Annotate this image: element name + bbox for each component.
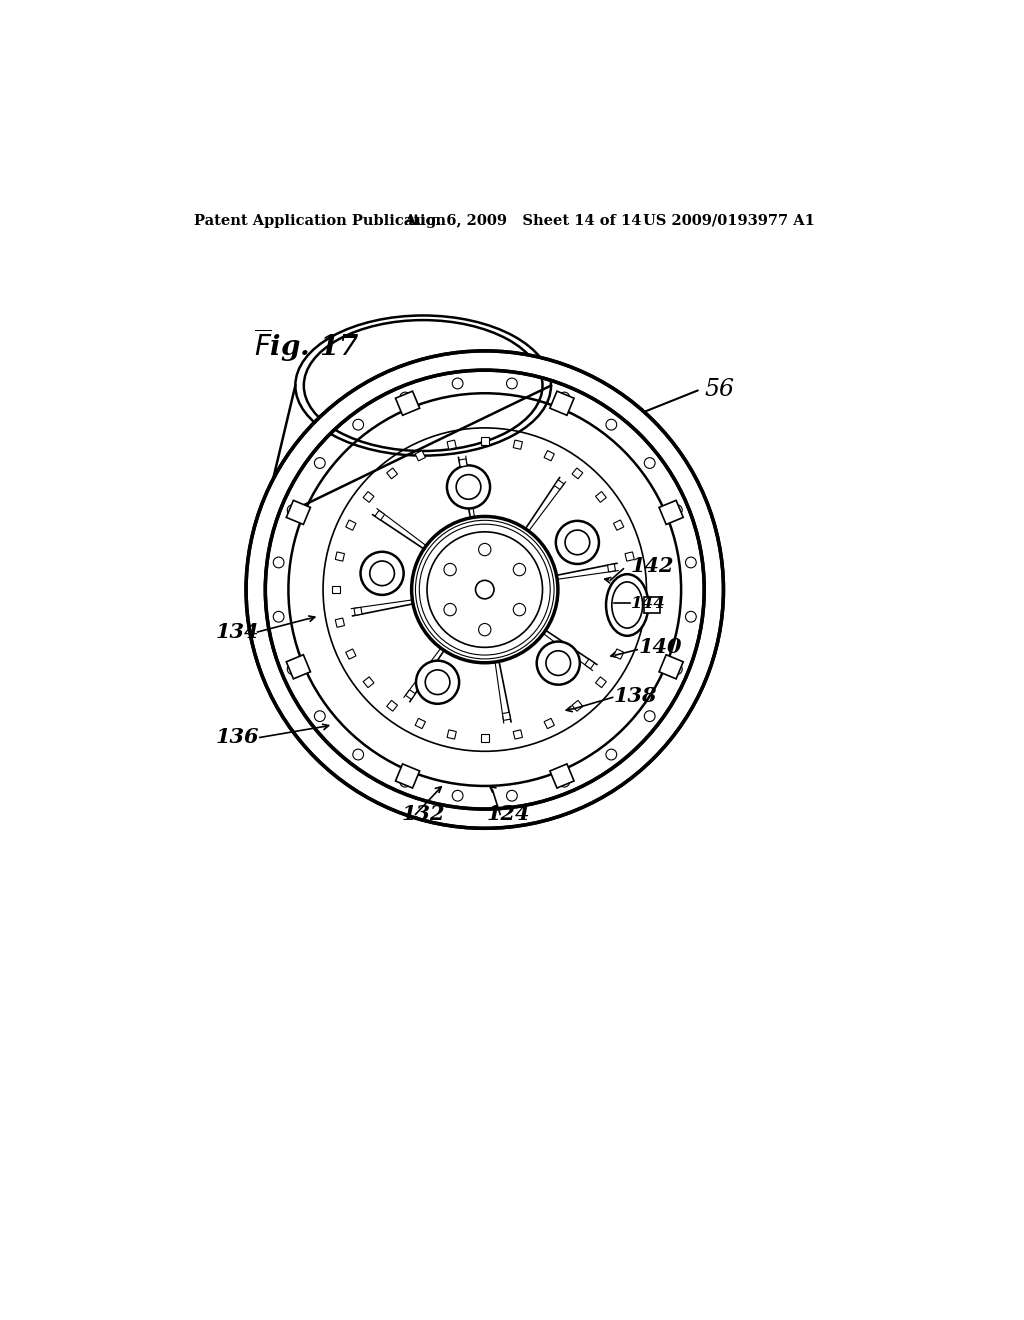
FancyBboxPatch shape xyxy=(503,713,510,721)
Circle shape xyxy=(672,504,682,515)
FancyBboxPatch shape xyxy=(544,450,554,461)
FancyBboxPatch shape xyxy=(415,718,425,729)
Circle shape xyxy=(353,420,364,430)
FancyBboxPatch shape xyxy=(625,552,634,561)
Circle shape xyxy=(314,458,326,469)
FancyBboxPatch shape xyxy=(395,764,420,788)
Circle shape xyxy=(507,378,517,389)
FancyBboxPatch shape xyxy=(387,469,397,479)
Circle shape xyxy=(288,664,298,675)
FancyBboxPatch shape xyxy=(287,655,310,678)
Circle shape xyxy=(273,557,284,568)
Text: 144: 144 xyxy=(631,595,666,612)
Circle shape xyxy=(685,611,696,622)
Circle shape xyxy=(507,791,517,801)
Circle shape xyxy=(513,603,525,616)
Text: Aug. 6, 2009   Sheet 14 of 14: Aug. 6, 2009 Sheet 14 of 14 xyxy=(403,214,641,228)
FancyBboxPatch shape xyxy=(550,764,574,788)
FancyBboxPatch shape xyxy=(335,618,344,627)
FancyBboxPatch shape xyxy=(346,520,356,531)
FancyBboxPatch shape xyxy=(335,552,344,561)
Circle shape xyxy=(478,544,490,556)
FancyBboxPatch shape xyxy=(447,730,457,739)
FancyBboxPatch shape xyxy=(459,459,467,467)
Text: US 2009/0193977 A1: US 2009/0193977 A1 xyxy=(643,214,814,228)
Text: 140: 140 xyxy=(639,638,682,657)
Circle shape xyxy=(288,504,298,515)
FancyBboxPatch shape xyxy=(625,618,634,627)
FancyBboxPatch shape xyxy=(481,734,488,742)
Circle shape xyxy=(416,661,459,704)
Circle shape xyxy=(353,750,364,760)
Circle shape xyxy=(606,750,616,760)
Circle shape xyxy=(314,710,326,722)
Ellipse shape xyxy=(606,574,648,636)
FancyBboxPatch shape xyxy=(354,607,362,615)
FancyBboxPatch shape xyxy=(364,491,374,503)
Circle shape xyxy=(453,378,463,389)
FancyBboxPatch shape xyxy=(415,450,425,461)
FancyBboxPatch shape xyxy=(613,520,624,531)
FancyBboxPatch shape xyxy=(596,491,606,503)
Circle shape xyxy=(559,392,569,403)
FancyBboxPatch shape xyxy=(572,469,583,479)
FancyBboxPatch shape xyxy=(572,701,583,711)
Text: 142: 142 xyxy=(631,557,675,577)
FancyBboxPatch shape xyxy=(447,440,457,449)
FancyBboxPatch shape xyxy=(554,479,564,490)
FancyBboxPatch shape xyxy=(630,586,637,594)
Circle shape xyxy=(478,623,490,636)
Text: 136: 136 xyxy=(215,727,259,747)
Text: $\overline{F}$ig. 17: $\overline{F}$ig. 17 xyxy=(254,326,359,364)
Circle shape xyxy=(273,611,284,622)
FancyBboxPatch shape xyxy=(596,677,606,688)
Text: Patent Application Publication: Patent Application Publication xyxy=(194,214,445,228)
Circle shape xyxy=(513,564,525,576)
FancyBboxPatch shape xyxy=(333,586,340,594)
Circle shape xyxy=(475,581,494,599)
Circle shape xyxy=(444,564,457,576)
Circle shape xyxy=(644,458,655,469)
FancyBboxPatch shape xyxy=(659,500,683,524)
Circle shape xyxy=(606,420,616,430)
FancyBboxPatch shape xyxy=(406,690,416,700)
Circle shape xyxy=(360,552,403,595)
FancyBboxPatch shape xyxy=(550,391,574,416)
FancyBboxPatch shape xyxy=(387,701,397,711)
Circle shape xyxy=(446,466,490,508)
Text: 124: 124 xyxy=(486,804,529,825)
FancyBboxPatch shape xyxy=(346,649,356,659)
FancyBboxPatch shape xyxy=(395,391,420,416)
Circle shape xyxy=(559,776,569,787)
FancyBboxPatch shape xyxy=(513,440,522,449)
Circle shape xyxy=(444,603,457,616)
Text: 132: 132 xyxy=(401,804,445,825)
FancyBboxPatch shape xyxy=(644,597,659,612)
Circle shape xyxy=(399,776,411,787)
FancyBboxPatch shape xyxy=(613,649,624,659)
Circle shape xyxy=(556,521,599,564)
Text: 138: 138 xyxy=(614,686,657,706)
FancyBboxPatch shape xyxy=(287,500,310,524)
Circle shape xyxy=(685,557,696,568)
Circle shape xyxy=(672,664,682,675)
FancyBboxPatch shape xyxy=(375,511,385,520)
FancyBboxPatch shape xyxy=(659,655,683,678)
FancyBboxPatch shape xyxy=(607,564,615,572)
Circle shape xyxy=(412,516,558,663)
Text: 56: 56 xyxy=(705,378,734,401)
Circle shape xyxy=(453,791,463,801)
FancyBboxPatch shape xyxy=(364,677,374,688)
Circle shape xyxy=(399,392,411,403)
Text: 134: 134 xyxy=(215,622,259,642)
Circle shape xyxy=(537,642,580,685)
FancyBboxPatch shape xyxy=(513,730,522,739)
Circle shape xyxy=(644,710,655,722)
FancyBboxPatch shape xyxy=(544,718,554,729)
FancyBboxPatch shape xyxy=(585,659,595,669)
FancyBboxPatch shape xyxy=(481,437,488,445)
